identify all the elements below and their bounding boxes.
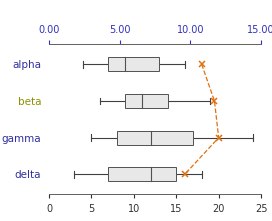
Bar [117,131,193,145]
Bar [108,167,176,181]
Bar [108,57,159,71]
Bar [125,94,168,108]
